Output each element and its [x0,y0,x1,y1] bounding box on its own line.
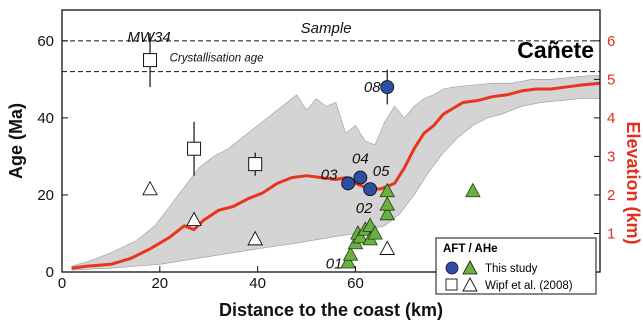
y-tick-label: 20 [37,187,54,204]
y2-axis-title: Elevation (km) [623,121,643,244]
reference-line-label: Sample [301,20,352,37]
sample-label: 01 [326,255,343,272]
y2-tick-label: 4 [607,110,615,127]
elevation-mean-line [71,81,601,270]
legend-ahe-this-study-marker [462,260,478,275]
data-points-layer [142,53,481,269]
wipf-ahe-point [247,230,264,246]
aft-point [363,182,378,197]
ahe-point [342,246,359,261]
legend-ahe-wipf-marker [462,277,478,292]
y2-tick-label: 2 [607,187,615,204]
y2-tick-label: 6 [607,33,615,50]
x-axis-title: Distance to the coast (km) [219,300,443,320]
reference-line-label: Crystallisation age [170,53,264,65]
y2-tick-label: 5 [607,71,615,88]
aft-point [353,170,368,185]
legend-entry-wipf: Wipf et al. (2008) [485,280,573,292]
aft-point [380,80,395,95]
wipf-aft-point [187,141,202,156]
ahe-point [379,182,396,198]
wipf-ahe-point [186,211,202,227]
ahe-point [367,225,383,240]
y-tick-label: 60 [37,33,54,50]
x-tick-label: 40 [249,275,266,292]
x-tick-label: 60 [347,275,364,292]
ahe-point [352,228,369,244]
legend-entry-this-study: This study [485,263,538,275]
sample-label: 03 [321,166,338,183]
aft-point [341,176,356,191]
sample-label: 04 [352,151,369,168]
legend-aft-this-study-marker [445,261,459,275]
wipf-aft-point [143,53,158,68]
ahe-point [379,196,396,211]
y-axis-title: Age (Ma) [6,103,26,179]
y2-tick-label: 1 [607,225,615,242]
sample-label: 08 [364,79,381,96]
legend-aft-wipf-marker [445,278,458,291]
y-tick-label: 0 [46,264,54,281]
elevation-line-layer [71,81,601,270]
legend-box [435,237,597,295]
legend: AFT / AHe This study Wipf et al. (2008) [435,237,597,295]
plot-frame [61,9,601,273]
chart-title: Cañete [517,37,594,63]
ahe-point [379,205,396,221]
sample-label: 05 [373,163,390,180]
sample-label: 02 [356,200,373,217]
legend-title: AFT / AHe [443,243,498,255]
ahe-point [465,182,481,198]
wipf-ahe-point [142,180,158,196]
sample-label: MW34 [127,29,170,46]
ahe-point [340,254,356,269]
y2-tick-label: 3 [607,148,615,165]
x-tick-label: 0 [58,275,66,292]
reference-lines-layer: Sample Crystallisation age [62,20,600,73]
wipf-ahe-point [379,240,396,255]
wipf-aft-point [248,157,263,172]
y-tick-label: 40 [37,110,54,127]
x-tick-label: 20 [151,275,168,292]
